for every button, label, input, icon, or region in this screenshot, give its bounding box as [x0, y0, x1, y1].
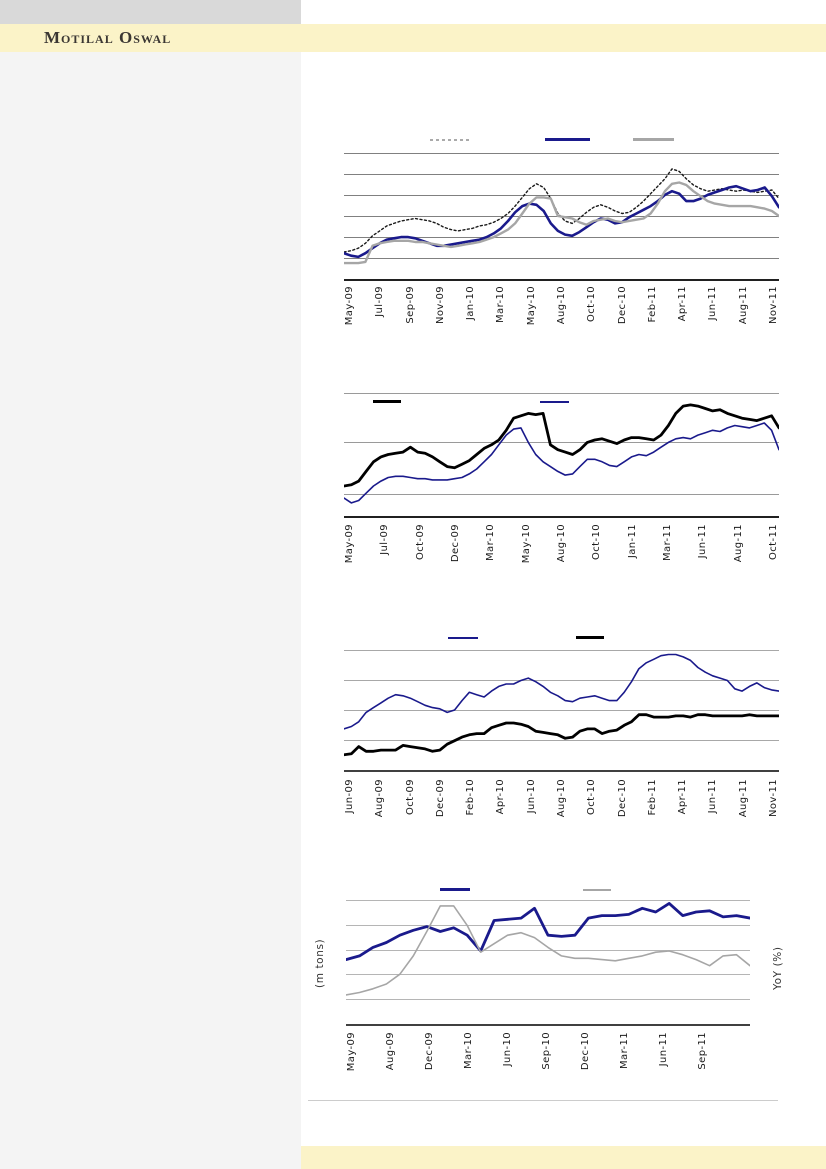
x-tick-label: Aug-10: [555, 286, 567, 325]
x-tick-label: Jun-11: [707, 286, 719, 321]
chart-4-plot: [346, 900, 750, 1026]
x-tick-label: Aug-09: [385, 1032, 396, 1071]
x-tick-label: Aug-09: [374, 779, 386, 818]
chart-3-legend-sample-navy: [448, 637, 478, 639]
x-tick-label: Oct-10: [591, 524, 603, 561]
top-gray-bar: [0, 0, 301, 24]
x-tick-label: Mar-11: [619, 1032, 630, 1069]
x-tick-label: Jul-09: [374, 286, 386, 317]
chart-3-plot: [344, 650, 779, 772]
chart-1-x-axis: May-09 Jul-09 Sep-09 Nov-09 Jan-10 Mar-10 May-…: [344, 286, 779, 336]
chart-3-x-axis: Jun-09 Aug-09 Oct-09 Dec-09 Feb-10 Apr-10 Jun-…: [344, 779, 779, 829]
x-tick-label: Aug-11: [737, 779, 749, 818]
x-tick-label: May-09: [346, 1032, 357, 1072]
x-tick-label: Dec-09: [449, 524, 461, 563]
x-tick-label: May-09: [344, 286, 355, 326]
chart-2-plot: [344, 393, 779, 518]
x-tick-label: Oct-10: [586, 779, 598, 816]
chart-2-legend-sample-navy: [540, 401, 569, 403]
x-tick-label: Aug-11: [732, 524, 744, 563]
x-tick-label: Mar-10: [495, 286, 507, 323]
left-sidebar: [0, 52, 301, 1169]
x-tick-label: Aug-11: [737, 286, 749, 325]
x-tick-label: Dec-10: [616, 286, 628, 325]
x-tick-label: Sep-09: [404, 286, 416, 324]
chart-1-plot: [344, 153, 779, 281]
x-tick-label: Sep-11: [697, 1032, 708, 1070]
x-tick-label: Nov-11: [767, 779, 779, 817]
chart-2-legend-sample-black: [373, 400, 401, 403]
chart-2-x-axis: May-09 Jul-09 Oct-09 Dec-09 Mar-10 May-10 Aug-…: [344, 524, 779, 574]
x-tick-label: Oct-09: [414, 524, 426, 561]
x-tick-label: May-10: [525, 286, 537, 326]
x-tick-label: Oct-11: [767, 524, 779, 561]
footer-divider: [308, 1100, 778, 1101]
x-tick-label: Aug-10: [555, 779, 567, 818]
x-tick-label: Feb-11: [646, 286, 658, 323]
x-tick-label: Oct-09: [404, 779, 416, 816]
x-tick-label: Jun-09: [344, 779, 355, 814]
chart-4-left-axis-title: (m tons): [314, 938, 326, 988]
x-tick-label: Jun-11: [658, 1032, 669, 1067]
x-tick-label: Apr-11: [677, 286, 689, 322]
x-tick-label: Jun-11: [697, 524, 709, 559]
chart-1-legend-sample-dotted: [430, 139, 472, 141]
x-tick-label: Jun-10: [525, 779, 537, 814]
x-tick-label: Nov-09: [434, 286, 446, 324]
x-tick-label: May-10: [520, 524, 532, 564]
x-tick-label: Jun-11: [707, 779, 719, 814]
brand-logo-text: Motilal Oswal: [44, 28, 172, 47]
x-tick-label: Feb-10: [465, 779, 477, 816]
x-tick-label: Dec-10: [580, 1032, 591, 1071]
x-tick-label: Aug-10: [555, 524, 567, 563]
x-tick-label: Oct-10: [586, 286, 598, 323]
brand-band: [0, 24, 826, 52]
x-tick-label: Mar-10: [485, 524, 497, 561]
chart-1-legend-sample-navy: [545, 138, 590, 141]
x-tick-label: Sep-10: [541, 1032, 552, 1070]
x-tick-label: Apr-10: [495, 779, 507, 815]
chart-1-legend-sample-gray: [633, 138, 674, 141]
x-tick-label: Jul-09: [379, 524, 391, 555]
chart-3-legend-sample-black: [576, 636, 604, 639]
x-tick-label: Jun-10: [502, 1032, 513, 1067]
x-tick-label: Dec-10: [616, 779, 628, 818]
chart-4-legend-sample-navy: [440, 888, 470, 891]
chart-4-legend-sample-gray: [583, 889, 611, 891]
chart-4-x-axis: May-09 Aug-09 Dec-09 Mar-10 Jun-10 Sep-10 Dec-…: [346, 1032, 708, 1087]
chart-4-right-axis-title: YoY (%): [772, 946, 784, 990]
footer-yellow-band: [301, 1146, 826, 1169]
x-tick-label: Nov-11: [767, 286, 779, 324]
x-tick-label: Apr-11: [677, 779, 689, 815]
x-tick-label: Dec-09: [424, 1032, 435, 1071]
x-tick-label: Dec-09: [434, 779, 446, 818]
x-tick-label: Mar-10: [463, 1032, 474, 1069]
x-tick-label: Jan-11: [626, 524, 638, 559]
x-tick-label: May-09: [344, 524, 355, 564]
x-tick-label: Jan-10: [465, 286, 477, 321]
x-tick-label: Mar-11: [661, 524, 673, 561]
x-tick-label: Feb-11: [646, 779, 658, 816]
